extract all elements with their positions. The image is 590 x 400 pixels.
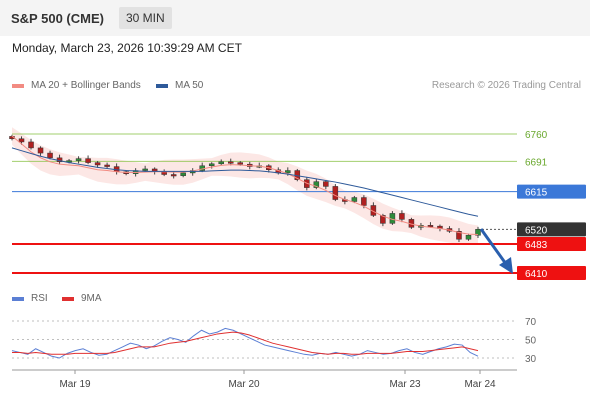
legend-rsi: RSI (12, 293, 48, 304)
candle-body (227, 161, 234, 164)
legend-swatch-9ma (62, 296, 74, 301)
rsi-tick-70: 70 (525, 317, 537, 328)
bollinger-band-area (12, 127, 478, 245)
candle-body (465, 235, 472, 240)
candle-body (475, 229, 481, 236)
legend-label-ma50: MA 50 (175, 80, 204, 91)
level-label-6483: 6483 (525, 240, 548, 251)
legend-label-rsi: RSI (31, 293, 48, 304)
level-tag-6483 (517, 237, 586, 252)
candles (9, 134, 481, 243)
legend-label-ma20: MA 20 + Bollinger Bands (31, 80, 141, 91)
candle-body (237, 162, 243, 165)
candle-body (170, 174, 177, 177)
candle-body (313, 181, 320, 188)
level-tag-6410 (517, 266, 586, 280)
candle-body (18, 138, 25, 143)
level-label-6615: 6615 (525, 188, 548, 199)
legend-9ma: 9MA (62, 293, 102, 304)
level-label-6520: 6520 (525, 225, 548, 236)
forecast-arrow-head (499, 257, 513, 274)
chart-datetime: Monday, March 23, 2026 10:39:29 AM CET (12, 41, 242, 55)
rsi-panel: 70 50 30 (11, 317, 537, 365)
candle-body (94, 162, 101, 166)
x-tick-label: Mar 20 (228, 379, 260, 390)
forecast-arrow (479, 228, 513, 274)
header-bar: S&P 500 (CME) 30 MIN (0, 0, 590, 36)
candle-body (180, 172, 186, 176)
candle-body (104, 164, 110, 167)
interval-button[interactable]: 30 MIN (119, 7, 172, 29)
candle-body (399, 213, 405, 220)
candle-body (285, 170, 291, 174)
legend-swatch-rsi (12, 296, 24, 301)
legend-ma50: MA 50 (156, 80, 203, 91)
legend-swatch-ma20 (12, 83, 24, 88)
legend-label-9ma: 9MA (81, 293, 102, 304)
candle-body (47, 152, 53, 159)
candle-body (208, 163, 215, 167)
candle-body (361, 197, 367, 206)
level-label-6760: 6760 (525, 130, 548, 141)
ma50-line (11, 147, 479, 217)
candle-body (332, 186, 339, 200)
forecast-arrow-shaft (479, 228, 508, 265)
x-axis: Mar 19 Mar 20 Mar 23 Mar 24 (12, 369, 517, 390)
price-levels: 6760 6691 6615 6520 6483 6410 (12, 130, 586, 280)
candle-body (323, 181, 329, 187)
candle-body (85, 158, 91, 163)
legend-swatch-ma50 (156, 83, 168, 88)
legend-ma20: MA 20 + Bollinger Bands (12, 80, 141, 91)
candle-body (28, 141, 34, 149)
rsi-ma-line (12, 331, 479, 355)
x-tick-label: Mar 23 (389, 379, 421, 390)
ma20-line (11, 135, 479, 235)
candle-body (456, 231, 462, 240)
instrument-title: S&P 500 (CME) (11, 11, 104, 26)
x-tick-label: Mar 19 (59, 379, 91, 390)
candle-body (351, 197, 358, 202)
candle-body (75, 158, 82, 161)
rsi-line (11, 327, 479, 359)
rsi-tick-50: 50 (525, 336, 537, 347)
level-label-6410: 6410 (525, 269, 548, 280)
x-tick-label: Mar 24 (464, 379, 496, 390)
credit-text: Research © 2026 Trading Central (431, 80, 581, 91)
level-tag-6615 (517, 184, 586, 199)
candle-body (142, 168, 148, 171)
bollinger-bands (12, 127, 478, 245)
rsi-tick-30: 30 (525, 354, 537, 365)
level-tag-6520 (517, 222, 586, 237)
candle-body (37, 147, 44, 154)
candle-body (218, 161, 224, 165)
candle-body (380, 215, 386, 224)
moving-averages (11, 135, 479, 235)
level-label-6691: 6691 (525, 157, 548, 168)
